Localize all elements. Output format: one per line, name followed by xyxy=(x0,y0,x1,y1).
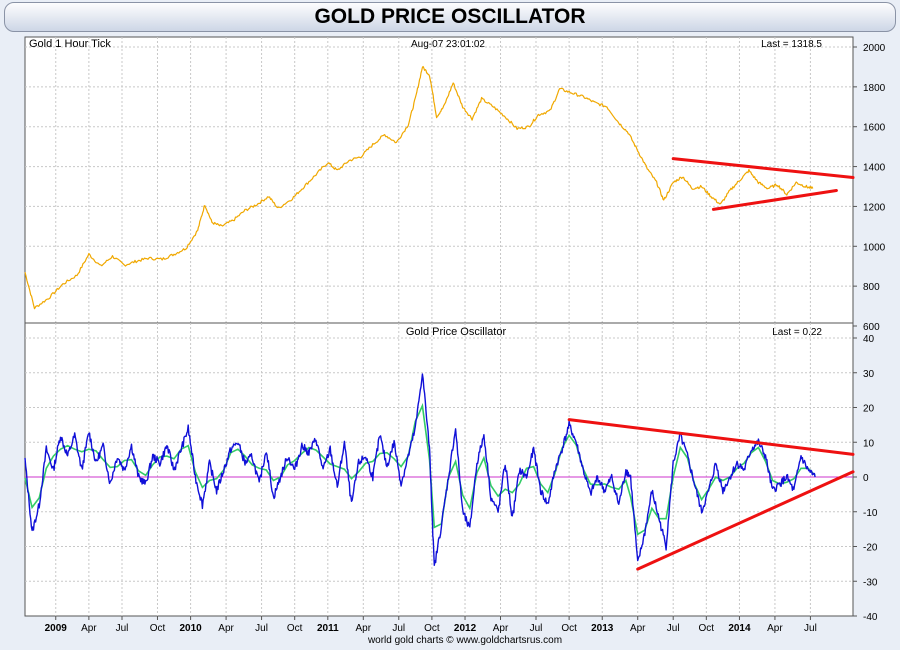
x-tick-label: 2012 xyxy=(454,623,477,634)
x-tick-label: Apr xyxy=(767,623,783,634)
price-chart-title: Gold 1 Hour Tick xyxy=(29,38,111,50)
oscillator-y-axis: -40 -30 -20 -10 0 10 20 30 40 xyxy=(853,334,878,623)
page-title: GOLD PRICE OSCILLATOR xyxy=(4,2,896,32)
x-tick-label: Oct xyxy=(150,623,166,634)
x-tick-label: Apr xyxy=(81,623,97,634)
x-tick-label: Oct xyxy=(561,623,577,634)
price-grid xyxy=(25,37,853,323)
price-y-tick-label: 800 xyxy=(863,282,880,293)
x-tick-label: 2011 xyxy=(317,623,339,634)
oscillator-y-tick-label: -30 xyxy=(863,577,878,588)
price-y-tick-label: 1600 xyxy=(863,123,886,134)
price-y-tick-label: 2000 xyxy=(863,43,886,54)
x-tick-label: Jul xyxy=(530,623,543,634)
oscillator-chart-title: Gold Price Oscillator xyxy=(406,326,507,338)
price-y-axis: 600 800 1000 1200 1400 1600 1800 2000 xyxy=(853,43,886,333)
x-tick-label: Oct xyxy=(699,623,715,634)
footer-credit: world gold charts © www.goldchartsrus.co… xyxy=(367,635,562,646)
price-timestamp: Aug-07 23:01:02 xyxy=(411,39,485,50)
time-axis: 2009 Apr Jul Oct 2010 Apr Jul Oct 2011 Apr Jul Oct 2… xyxy=(45,616,817,634)
price-trend-line xyxy=(711,188,838,211)
price-y-tick-label: 600 xyxy=(863,322,880,333)
x-tick-label: Apr xyxy=(493,623,509,634)
x-tick-label: Jul xyxy=(255,623,268,634)
x-tick-label: Jul xyxy=(116,623,129,634)
price-y-tick-label: 1000 xyxy=(863,242,886,253)
price-last-value: Last = 1318.5 xyxy=(761,39,822,50)
x-tick-label: Apr xyxy=(218,623,234,634)
price-y-tick-label: 1400 xyxy=(863,163,886,174)
x-tick-label: Jul xyxy=(804,623,817,634)
price-y-tick-label: 1800 xyxy=(863,83,886,94)
x-tick-label: Apr xyxy=(356,623,372,634)
oscillator-y-tick-label: 20 xyxy=(863,404,875,415)
x-tick-label: 2014 xyxy=(728,623,751,634)
oscillator-last-value: Last = 0.22 xyxy=(772,327,822,338)
x-tick-label: Oct xyxy=(424,623,440,634)
oscillator-y-tick-label: -20 xyxy=(863,543,878,554)
oscillator-y-tick-label: 30 xyxy=(863,369,875,380)
oscillator-y-tick-label: 0 xyxy=(863,473,869,484)
x-tick-label: Apr xyxy=(630,623,646,634)
price-series xyxy=(24,65,814,310)
price-panel xyxy=(24,36,854,324)
oscillator-trend-lines xyxy=(567,418,855,571)
price-y-tick-label: 1200 xyxy=(863,202,886,213)
x-tick-label: Jul xyxy=(667,623,680,634)
price-trend-lines xyxy=(671,157,855,211)
oscillator-panel xyxy=(24,322,854,617)
oscillator-y-tick-label: 40 xyxy=(863,334,875,345)
oscillator-y-tick-label: -40 xyxy=(863,612,878,623)
oscillator-y-tick-label: -10 xyxy=(863,508,878,519)
x-tick-label: 2013 xyxy=(591,623,614,634)
oscillator-series xyxy=(24,373,816,566)
oscillator-trend-line xyxy=(567,418,855,456)
x-tick-label: Oct xyxy=(287,623,303,634)
price-line xyxy=(24,65,814,310)
x-tick-label: Jul xyxy=(392,623,405,634)
x-tick-label: 2010 xyxy=(179,623,202,634)
oscillator-trend-line xyxy=(636,470,855,571)
oscillator-y-tick-label: 10 xyxy=(863,438,875,449)
oscillator-line xyxy=(24,373,816,566)
price-trend-line xyxy=(671,157,855,180)
x-tick-label: 2009 xyxy=(45,623,68,634)
